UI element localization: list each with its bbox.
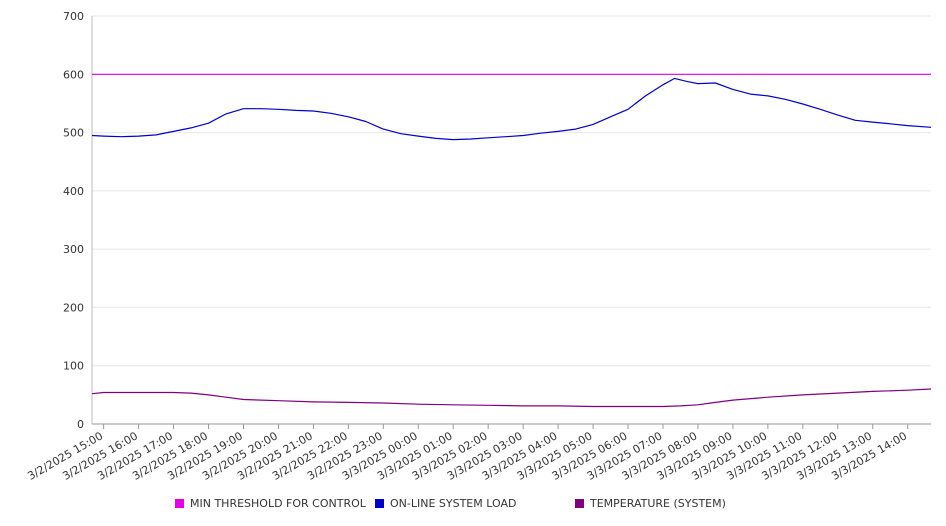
y-tick-label: 300 <box>63 243 84 256</box>
legend-item-system-load: ON-LINE SYSTEM LOAD <box>375 497 516 510</box>
legend-item-min-threshold: MIN THRESHOLD FOR CONTROL <box>175 497 366 510</box>
legend-swatch-temperature <box>575 499 584 508</box>
y-tick-label: 200 <box>63 301 84 314</box>
legend-label-min-threshold: MIN THRESHOLD FOR CONTROL <box>190 497 366 510</box>
series-lines <box>91 73 932 408</box>
legend-label-temperature: TEMPERATURE (SYSTEM) <box>590 497 726 510</box>
y-tick-label: 100 <box>63 360 84 373</box>
grid-lines <box>92 15 931 367</box>
y-tick-label: 600 <box>63 68 84 81</box>
y-tick-label: 0 <box>77 418 84 431</box>
legend-item-temperature: TEMPERATURE (SYSTEM) <box>575 497 726 510</box>
x-axis: 3/2/2025 15:003/2/2025 16:003/2/2025 17:… <box>25 423 931 483</box>
legend-swatch-min-threshold <box>175 499 184 508</box>
y-axis: 0 100 200 300 400 500 600 700 <box>63 10 93 431</box>
series-line-system-load <box>91 77 932 141</box>
legend: MIN THRESHOLD FOR CONTROL ON-LINE SYSTEM… <box>0 497 946 517</box>
y-tick-label: 400 <box>63 185 84 198</box>
series-line-temperature <box>91 388 932 408</box>
legend-label-system-load: ON-LINE SYSTEM LOAD <box>390 497 517 510</box>
y-tick-label: 700 <box>63 10 84 23</box>
legend-swatch-system-load <box>375 499 384 508</box>
y-tick-label: 500 <box>63 127 84 140</box>
